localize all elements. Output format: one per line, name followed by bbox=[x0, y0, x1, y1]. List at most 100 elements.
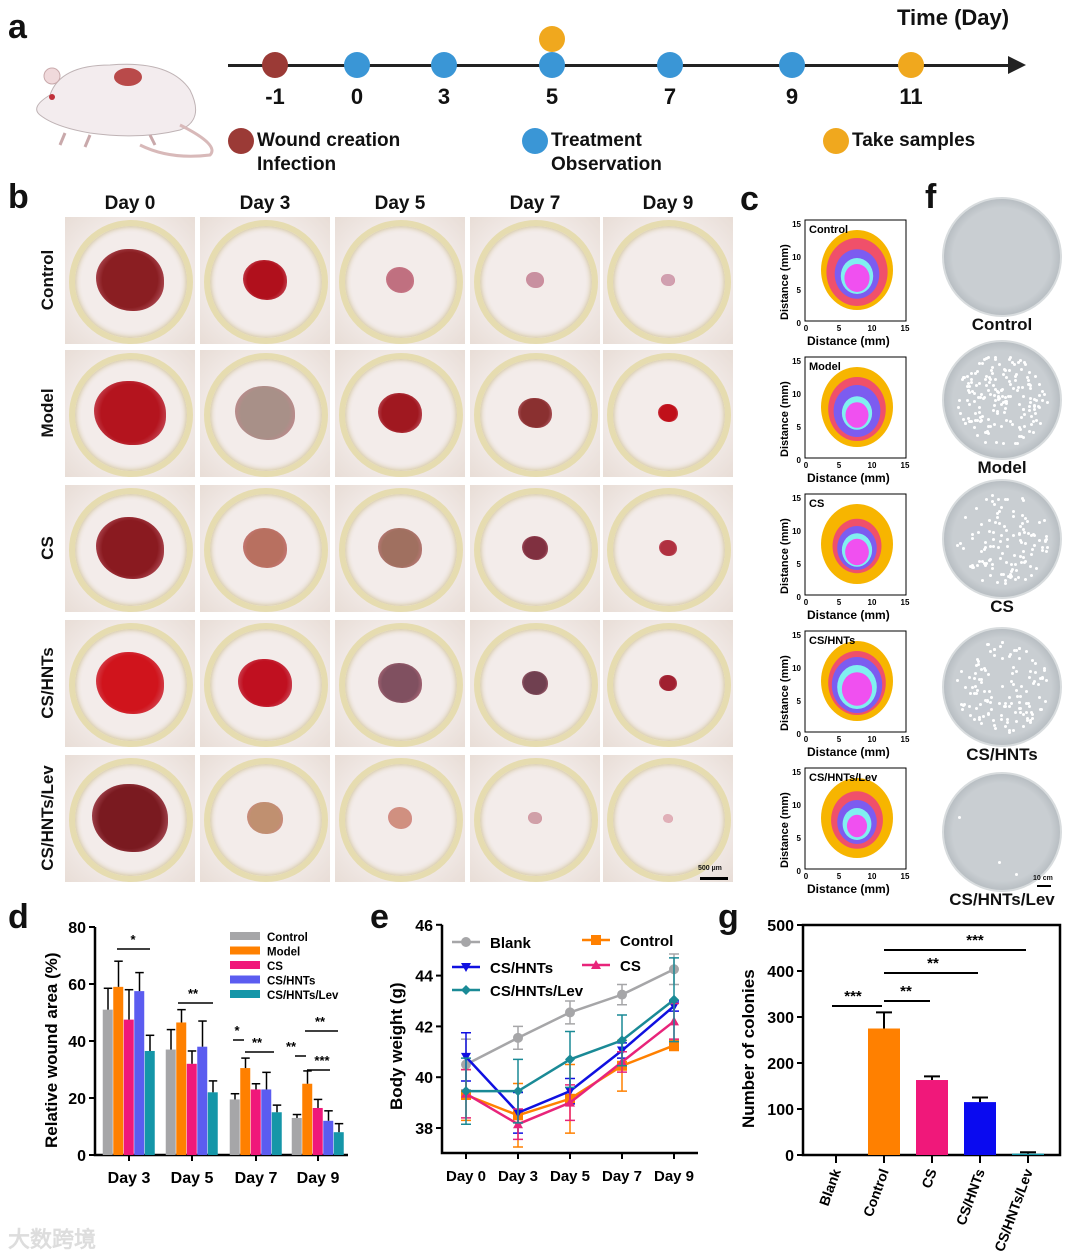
colony bbox=[1028, 371, 1032, 375]
colony bbox=[1031, 430, 1035, 434]
colony bbox=[982, 397, 986, 401]
colony bbox=[1039, 707, 1043, 711]
silicone-ring bbox=[474, 758, 598, 882]
colony bbox=[1037, 405, 1041, 409]
colony bbox=[1003, 399, 1007, 403]
silicone-ring bbox=[204, 758, 328, 882]
colony bbox=[1038, 521, 1042, 525]
colony bbox=[974, 418, 978, 422]
colony bbox=[990, 366, 994, 370]
trace-xtick: 0 bbox=[804, 872, 809, 881]
colony bbox=[1013, 649, 1017, 653]
colony bbox=[962, 704, 966, 708]
colony bbox=[1005, 721, 1009, 725]
colony bbox=[1018, 694, 1022, 698]
colony bbox=[1003, 581, 1007, 585]
bar-control bbox=[229, 1099, 240, 1155]
colony bbox=[1015, 694, 1019, 698]
colony bbox=[975, 434, 979, 438]
colony bbox=[1004, 704, 1008, 708]
colony bbox=[995, 441, 999, 445]
wound-photo bbox=[603, 217, 733, 344]
timeline-dot bbox=[898, 52, 924, 78]
colony bbox=[1015, 569, 1019, 573]
colony bbox=[1020, 561, 1024, 565]
colony bbox=[984, 563, 988, 567]
colony bbox=[993, 377, 997, 381]
colony bbox=[991, 563, 995, 567]
timeline-tick-label: 5 bbox=[545, 84, 559, 109]
bar-model bbox=[176, 1022, 187, 1155]
legend-marker-e bbox=[461, 985, 471, 995]
colony bbox=[1032, 398, 1036, 402]
colony bbox=[978, 416, 982, 420]
trace-group-label: Control bbox=[809, 224, 848, 236]
significance-stars: ** bbox=[188, 986, 199, 1001]
colony bbox=[994, 520, 998, 524]
legend-take-samples-line1: Take samples bbox=[852, 130, 976, 151]
colony bbox=[993, 393, 997, 397]
colony bbox=[1019, 685, 1023, 689]
colony bbox=[979, 668, 983, 672]
trace-xlabel: Distance (mm) bbox=[807, 334, 890, 348]
colony bbox=[979, 420, 983, 424]
colony bbox=[1033, 680, 1037, 684]
silicone-ring bbox=[204, 353, 328, 477]
colony bbox=[1032, 419, 1036, 423]
colony bbox=[1031, 713, 1035, 717]
colony bbox=[1000, 403, 1004, 407]
bar-cs-hnts bbox=[134, 991, 145, 1155]
colony bbox=[992, 408, 996, 412]
colony bbox=[1007, 368, 1011, 372]
colony bbox=[999, 534, 1003, 538]
wound bbox=[378, 663, 422, 703]
column-header: Day 3 bbox=[239, 193, 291, 214]
legend-treatment-dot bbox=[522, 128, 548, 154]
colony bbox=[1004, 701, 1008, 705]
colony bbox=[982, 714, 986, 718]
colony bbox=[1000, 395, 1004, 399]
ytick-label-g: 500 bbox=[767, 918, 794, 935]
colony bbox=[1014, 719, 1018, 723]
colony bbox=[1009, 572, 1013, 576]
legend-wound-creation-dot bbox=[228, 128, 254, 154]
colony bbox=[1015, 669, 1019, 673]
trace-xtick: 0 bbox=[804, 735, 809, 744]
colony bbox=[1011, 665, 1015, 669]
colony bbox=[1024, 701, 1028, 705]
colony bbox=[979, 550, 983, 554]
colony bbox=[987, 388, 991, 392]
colony bbox=[958, 398, 962, 402]
colony bbox=[985, 562, 989, 566]
colony bbox=[955, 678, 959, 682]
wound bbox=[661, 273, 675, 287]
silicone-ring bbox=[204, 488, 328, 612]
wound-photo bbox=[200, 755, 330, 882]
colony bbox=[978, 382, 982, 385]
colony bbox=[1022, 725, 1026, 729]
silicone-ring bbox=[474, 220, 598, 344]
colony bbox=[1006, 544, 1010, 548]
colony bbox=[1018, 531, 1022, 535]
colony bbox=[996, 498, 1000, 502]
colony bbox=[1038, 394, 1042, 398]
colony bbox=[1019, 540, 1023, 544]
colony bbox=[989, 424, 993, 428]
xtick-label-d: Day 3 bbox=[108, 1170, 151, 1187]
colony bbox=[1034, 567, 1038, 571]
colony bbox=[984, 356, 988, 360]
scale-bar bbox=[700, 877, 728, 880]
trace-xtick: 10 bbox=[868, 324, 877, 333]
colony bbox=[980, 362, 984, 366]
column-header: Day 0 bbox=[104, 193, 156, 214]
colony bbox=[987, 713, 991, 717]
silicone-ring bbox=[69, 623, 193, 747]
wound-photo bbox=[200, 350, 330, 477]
bar-cs-hnts-lev bbox=[207, 1092, 218, 1155]
colony bbox=[1042, 392, 1046, 396]
timeline-dot-sample bbox=[539, 26, 565, 52]
colony bbox=[962, 418, 966, 422]
